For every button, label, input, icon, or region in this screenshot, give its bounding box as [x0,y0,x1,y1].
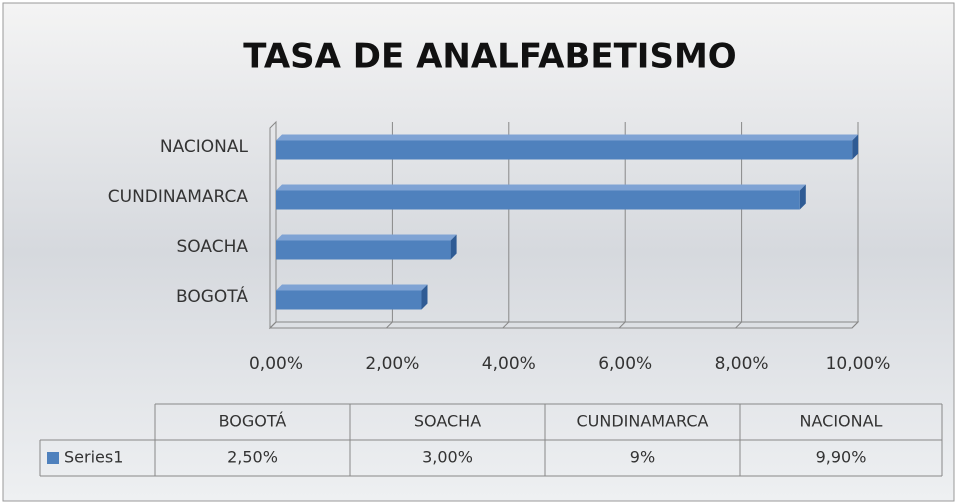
bar-face [852,134,859,160]
table-value: 9,90% [816,448,867,467]
table-header: CUNDINAMARCA [577,412,709,431]
x-tick-label: 10,00% [826,354,891,374]
data-table-grid [39,403,943,477]
bar-face [276,184,806,191]
y-tick-label: SOACHA [177,237,249,257]
legend-key [47,452,59,464]
bar [276,234,457,260]
bar-face [421,284,428,310]
x-tick-label: 8,00% [715,354,769,374]
grid-line [851,122,859,329]
x-tick-label: 2,00% [365,354,419,374]
x-tick-label: 4,00% [482,354,536,374]
bar-face [276,240,451,260]
bar-face [799,184,806,210]
table-header: NACIONAL [800,412,883,431]
bar-face [276,290,422,310]
table-value: 9% [630,448,655,467]
grid-line [269,122,277,329]
legend-label: Series1 [64,448,123,467]
y-tick-label: CUNDINAMARCA [108,187,249,207]
bar-face [276,134,859,141]
bar-face [276,190,800,210]
bar [276,184,806,210]
y-tick-label: BOGOTÁ [176,285,248,307]
bar-face [450,234,457,260]
bar-face [276,284,428,291]
table-value: 2,50% [227,448,278,467]
chart-title: TASA DE ANALFABETISMO [243,37,736,77]
bar-face [276,140,853,160]
table-value: 3,00% [422,448,473,467]
bar [276,134,859,160]
x-tick-label: 6,00% [598,354,652,374]
table-header: BOGOTÁ [219,412,287,431]
y-tick-label: NACIONAL [160,137,249,157]
table-header: SOACHA [414,412,481,431]
x-tick-label: 0,00% [249,354,303,374]
bar [276,284,428,310]
bar-face [276,234,457,241]
